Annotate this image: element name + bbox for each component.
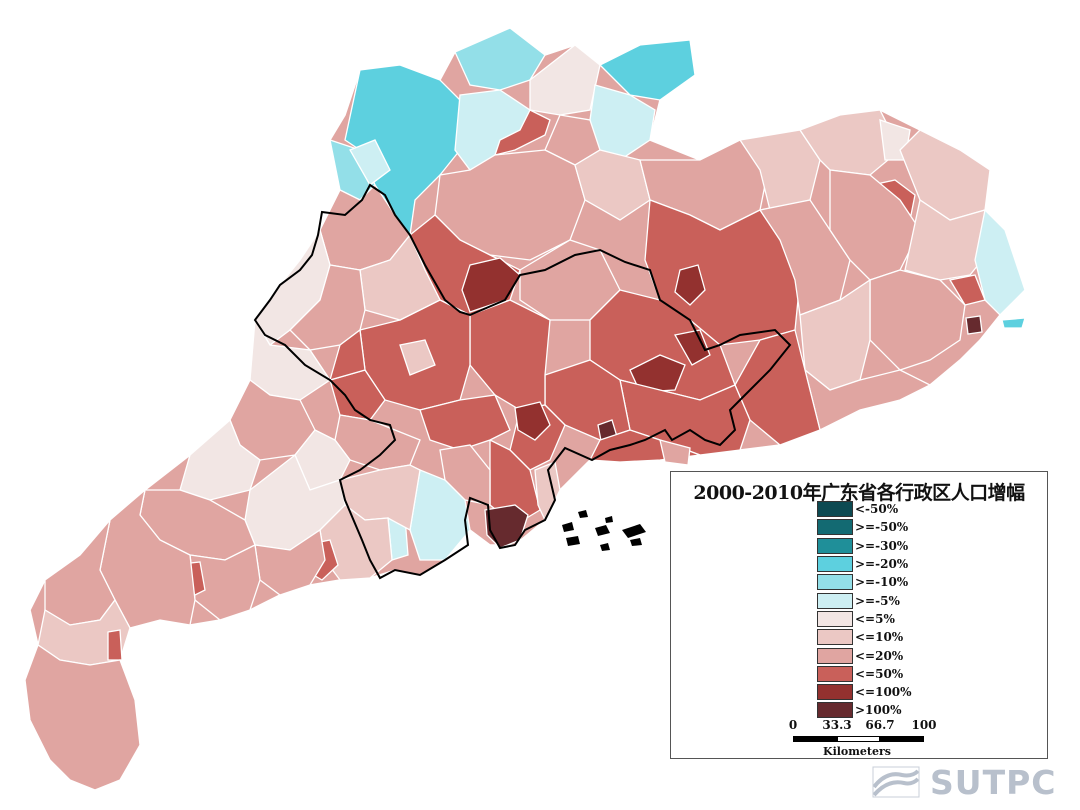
island xyxy=(600,543,610,551)
legend-item: <=20% xyxy=(817,646,912,664)
study-area-outline xyxy=(253,183,792,580)
island xyxy=(605,516,613,523)
legend-item: >=-50% xyxy=(817,518,912,536)
region xyxy=(107,629,123,661)
island xyxy=(595,525,610,536)
legend-item: <=5% xyxy=(817,610,912,628)
scale-segment xyxy=(837,736,880,742)
region xyxy=(803,368,932,431)
island xyxy=(562,522,574,532)
legend-label: >=-30% xyxy=(855,538,909,553)
legend-swatch xyxy=(817,702,853,719)
legend-label: <=50% xyxy=(855,666,904,681)
region xyxy=(799,109,901,176)
legend-label: <=5% xyxy=(855,611,895,626)
legend-item: >=-20% xyxy=(817,555,912,573)
legend-list: <-50% >=-50% >=-30% >=-20% >=-10% >=-5% <=5% <=… xyxy=(817,500,912,720)
region xyxy=(673,329,711,366)
region xyxy=(674,264,706,306)
legend-item: >=-30% xyxy=(817,537,912,555)
legend-swatch xyxy=(817,629,853,646)
region xyxy=(974,208,1026,316)
legend-swatch xyxy=(817,647,853,664)
region xyxy=(484,504,529,549)
legend-swatch xyxy=(817,610,853,627)
region xyxy=(494,109,551,156)
region xyxy=(329,328,366,381)
scale-bar: 0 33.3 66.7 100 Kilometers xyxy=(787,718,937,758)
legend-label: <=20% xyxy=(855,648,904,663)
highlight-boundary xyxy=(253,183,792,580)
legend-label: <-50% xyxy=(855,502,899,517)
region xyxy=(359,233,441,321)
region xyxy=(399,339,436,376)
island xyxy=(566,536,580,546)
island xyxy=(630,538,642,546)
legend: 2000-2010年广东省各行政区人口增幅 <-50% >=-50% >=-30% >… xyxy=(670,471,1048,759)
watermark-text: SUTPC xyxy=(930,762,1057,802)
region xyxy=(409,469,471,561)
region xyxy=(254,528,326,596)
legend-label: <=100% xyxy=(855,685,912,700)
region xyxy=(419,394,511,451)
legend-title: 2000-2010年广东省各行政区人口增幅 xyxy=(693,482,1025,504)
region xyxy=(349,139,391,186)
sutpc-logo-icon xyxy=(872,766,920,798)
region xyxy=(869,269,966,371)
scale-tick-label: 0 xyxy=(788,718,798,732)
scale-segment xyxy=(793,736,837,742)
legend-label: >=-10% xyxy=(855,575,909,590)
legend-label: >=-20% xyxy=(855,557,909,572)
islands xyxy=(562,510,646,551)
region xyxy=(514,401,551,441)
legend-item: <-50% xyxy=(817,500,912,518)
legend-item: >100% xyxy=(817,701,912,719)
legend-swatch xyxy=(817,537,853,554)
legend-item: <=50% xyxy=(817,665,912,683)
scale-tick-label: 100 xyxy=(911,718,937,732)
legend-swatch xyxy=(817,665,853,682)
scale-tick-label: 66.7 xyxy=(865,718,895,732)
legend-item: <=100% xyxy=(817,683,912,701)
region xyxy=(24,643,141,791)
scale-unit-label: Kilometers xyxy=(823,745,891,758)
region xyxy=(948,274,986,306)
region xyxy=(1001,317,1026,329)
island xyxy=(622,524,646,538)
legend-swatch xyxy=(817,556,853,573)
legend-item: >=-5% xyxy=(817,591,912,609)
legend-swatch xyxy=(817,684,853,701)
region xyxy=(659,439,691,466)
region xyxy=(965,315,983,335)
watermark: SUTPC xyxy=(872,762,1062,802)
scale-segment xyxy=(880,736,924,742)
legend-swatch xyxy=(817,574,853,591)
legend-label: <=10% xyxy=(855,630,904,645)
legend-label: >100% xyxy=(855,703,902,718)
legend-swatch xyxy=(817,592,853,609)
legend-item: <=10% xyxy=(817,628,912,646)
legend-item: >=-10% xyxy=(817,573,912,591)
legend-swatch xyxy=(817,519,853,536)
legend-label: >=-50% xyxy=(855,520,909,535)
legend-label: >=-5% xyxy=(855,593,900,608)
region xyxy=(289,264,366,351)
island xyxy=(578,510,588,518)
scale-tick-label: 33.3 xyxy=(822,718,852,732)
region xyxy=(189,544,261,621)
legend-swatch xyxy=(817,501,853,518)
